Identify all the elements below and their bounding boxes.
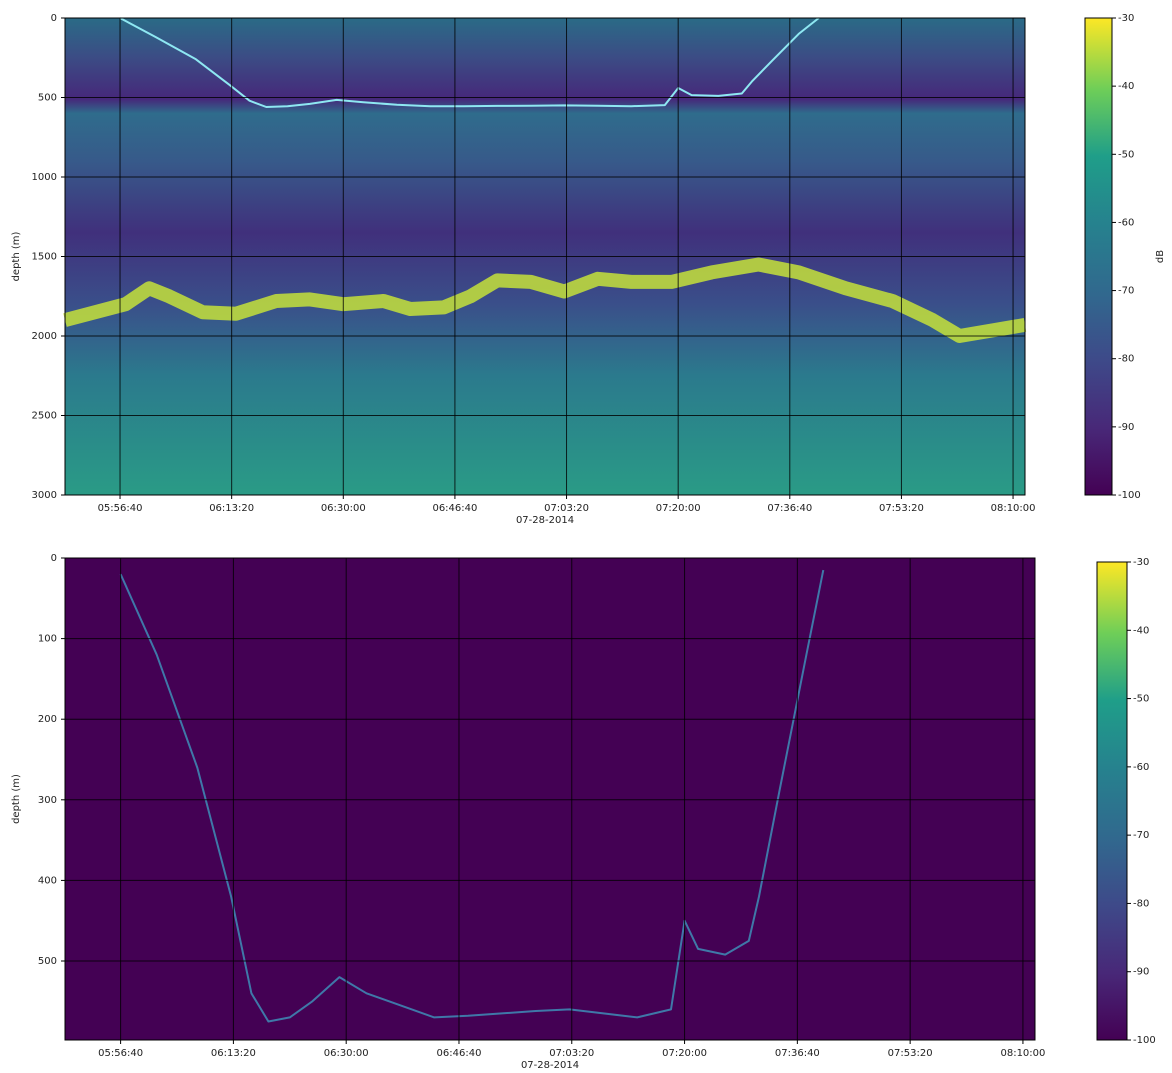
- colorbar-tick-label: -100: [1133, 1035, 1156, 1046]
- y-tick-label: 100: [38, 634, 57, 645]
- x-axis-label: 07-28-2014: [521, 1060, 579, 1069]
- y-axis-label: depth (m): [11, 231, 22, 281]
- x-tick-label: 08:10:00: [1000, 1048, 1045, 1059]
- y-tick-label: 0: [51, 553, 57, 564]
- colorbar-tick-label: -60: [1133, 762, 1149, 773]
- y-axis-label: depth (m): [11, 774, 22, 824]
- y-tick-label: 1000: [32, 172, 57, 183]
- x-tick-label: 06:46:40: [432, 503, 477, 514]
- x-tick-label: 07:03:20: [544, 503, 589, 514]
- x-tick-label: 07:36:40: [775, 1048, 820, 1059]
- colorbar-tick-label: -30: [1118, 13, 1134, 24]
- x-tick-label: 05:56:40: [98, 503, 143, 514]
- y-tick-label: 400: [38, 875, 57, 886]
- x-tick-label: 06:30:00: [324, 1048, 369, 1059]
- y-tick-label: 1500: [32, 252, 57, 263]
- x-tick-label: 07:36:40: [767, 503, 812, 514]
- y-tick-label: 200: [38, 714, 57, 725]
- y-tick-label: 500: [38, 93, 57, 104]
- colorbar-tick-label: -40: [1118, 81, 1134, 92]
- x-tick-label: 05:56:40: [98, 1048, 143, 1059]
- colorbar-tick-label: -60: [1118, 217, 1134, 228]
- x-tick-label: 08:10:00: [991, 503, 1036, 514]
- colorbar-tick-label: -80: [1118, 354, 1134, 365]
- colorbar-tick-label: -70: [1118, 286, 1134, 297]
- colorbar-tick-label: -30: [1133, 557, 1149, 568]
- colorbar: [1085, 18, 1112, 495]
- echogram-background: [65, 558, 1035, 1040]
- colorbar-tick-label: -70: [1133, 830, 1149, 841]
- y-tick-label: 2500: [32, 411, 57, 422]
- x-tick-label: 06:13:20: [211, 1048, 256, 1059]
- x-axis-label: 07-28-2014: [516, 515, 574, 526]
- y-tick-label: 500: [38, 956, 57, 967]
- colorbar-tick-label: -100: [1118, 490, 1141, 501]
- x-tick-label: 06:30:00: [321, 503, 366, 514]
- colorbar-tick-label: -90: [1118, 422, 1134, 433]
- x-tick-label: 06:13:20: [209, 503, 254, 514]
- x-tick-label: 07:53:20: [879, 503, 924, 514]
- x-tick-label: 07:20:00: [662, 1048, 707, 1059]
- chart: 05001000150020002500300005:56:4006:13:20…: [0, 0, 1172, 1069]
- x-tick-label: 07:53:20: [888, 1048, 933, 1059]
- colorbar-tick-label: -90: [1133, 967, 1149, 978]
- colorbar-tick-label: -50: [1118, 149, 1134, 160]
- colorbar-tick-label: -50: [1133, 694, 1149, 705]
- x-tick-label: 07:03:20: [549, 1048, 594, 1059]
- colorbar-tick-label: -40: [1133, 625, 1149, 636]
- y-tick-label: 2000: [32, 331, 57, 342]
- colorbar-tick-label: -80: [1133, 898, 1149, 909]
- y-tick-label: 0: [51, 13, 57, 24]
- colorbar: [1097, 562, 1127, 1040]
- x-tick-label: 06:46:40: [437, 1048, 482, 1059]
- colorbar-label: dB: [1155, 250, 1166, 263]
- y-tick-label: 300: [38, 795, 57, 806]
- x-tick-label: 07:20:00: [656, 503, 701, 514]
- y-tick-label: 3000: [32, 490, 57, 501]
